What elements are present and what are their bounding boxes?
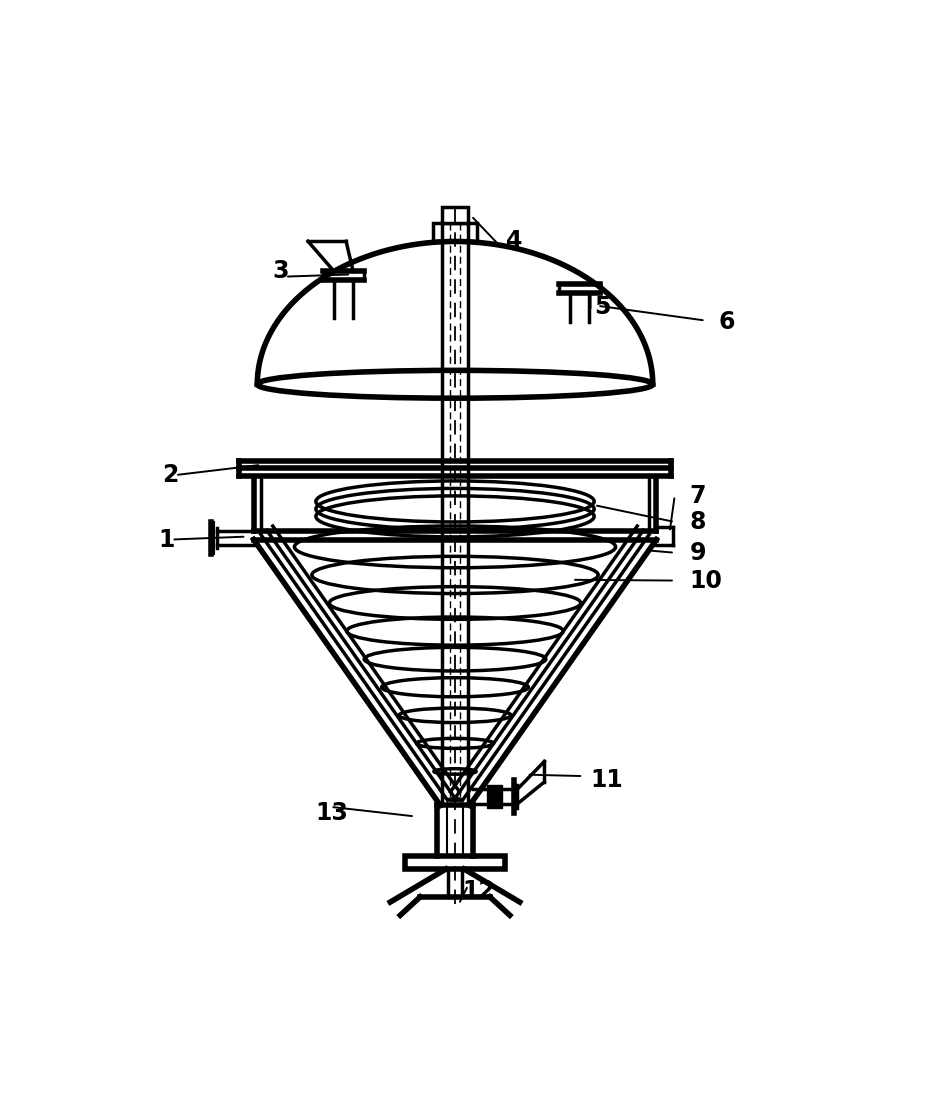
Text: 4: 4: [506, 230, 522, 254]
Text: 9: 9: [689, 541, 705, 564]
Text: 6: 6: [717, 311, 734, 334]
Bar: [432, 223, 477, 242]
Bar: [487, 785, 501, 808]
Text: 12: 12: [462, 879, 495, 903]
Bar: [405, 856, 504, 869]
Text: 10: 10: [689, 569, 721, 592]
Text: 7: 7: [689, 484, 705, 508]
Text: 8: 8: [689, 510, 705, 533]
Text: 11: 11: [590, 767, 623, 792]
Text: 13: 13: [315, 801, 348, 825]
Bar: [442, 207, 467, 223]
Text: 2: 2: [162, 464, 178, 487]
Text: 5: 5: [594, 295, 610, 319]
Text: 3: 3: [272, 258, 288, 283]
Text: 1: 1: [159, 528, 175, 551]
